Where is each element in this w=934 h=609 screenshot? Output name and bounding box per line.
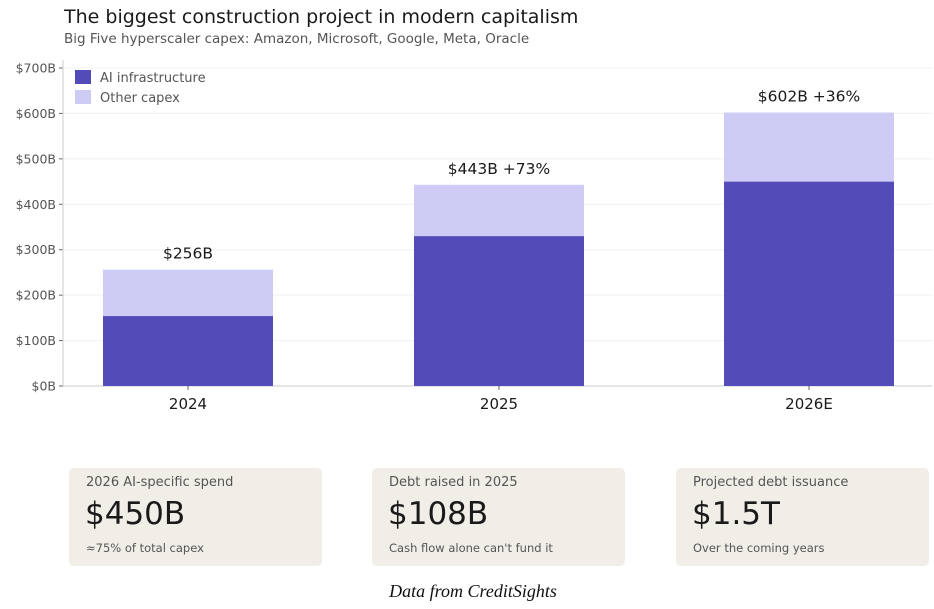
total-label: $256B xyxy=(163,245,213,263)
bar-other-capex xyxy=(724,112,894,182)
card-value: $450B xyxy=(85,496,186,532)
bar-other-capex xyxy=(414,184,584,237)
y-tick-label: $700B xyxy=(16,61,56,76)
y-tick-label: $500B xyxy=(16,151,56,166)
legend-label: AI infrastructure xyxy=(100,71,206,86)
y-tick-label: $400B xyxy=(16,197,56,212)
card-label: Projected debt issuance xyxy=(693,475,849,490)
chart-title: The biggest construction project in mode… xyxy=(64,6,579,28)
card-label: Debt raised in 2025 xyxy=(389,475,518,490)
legend-label: Other capex xyxy=(100,91,180,106)
card-note: ≈75% of total capex xyxy=(86,541,204,555)
bar-other-capex xyxy=(103,269,273,317)
stat-card-debt-raised: Debt raised in 2025 $108B Cash flow alon… xyxy=(372,468,625,566)
legend-swatch xyxy=(75,70,91,84)
y-tick-label: $300B xyxy=(16,242,56,257)
stat-card-projected-debt: Projected debt issuance $1.5T Over the c… xyxy=(676,468,929,566)
y-tick-label: $0B xyxy=(32,379,56,394)
total-label: $602B +36% xyxy=(758,88,860,106)
bar-chart: $0B $100B $200B $300B $400B $500B $600B $700B 20… xyxy=(16,60,932,413)
y-tick-label: $600B xyxy=(16,106,56,121)
stat-card-ai-spend: 2026 AI-specific spend $450B ≈75% of tot… xyxy=(69,468,322,566)
card-note: Over the coming years xyxy=(693,541,825,555)
card-value: $108B xyxy=(388,496,489,532)
card-label: 2026 AI-specific spend xyxy=(86,475,234,490)
total-label: $443B +73% xyxy=(448,160,550,178)
x-tick-label: 2025 xyxy=(480,395,518,413)
x-tick-label: 2026E xyxy=(785,395,833,413)
card-note: Cash flow alone can't fund it xyxy=(389,541,553,555)
bar-ai-infrastructure xyxy=(414,236,584,386)
legend-swatch xyxy=(75,90,91,104)
x-tick-label: 2024 xyxy=(169,395,207,413)
chart-subtitle: Big Five hyperscaler capex: Amazon, Micr… xyxy=(64,31,530,47)
bar-ai-infrastructure xyxy=(724,181,894,386)
y-tick-label: $200B xyxy=(16,288,56,303)
y-tick-label: $100B xyxy=(16,333,56,348)
source-note: Data from CreditSights xyxy=(389,581,557,601)
card-value: $1.5T xyxy=(692,496,780,532)
bar-ai-infrastructure xyxy=(103,316,273,386)
